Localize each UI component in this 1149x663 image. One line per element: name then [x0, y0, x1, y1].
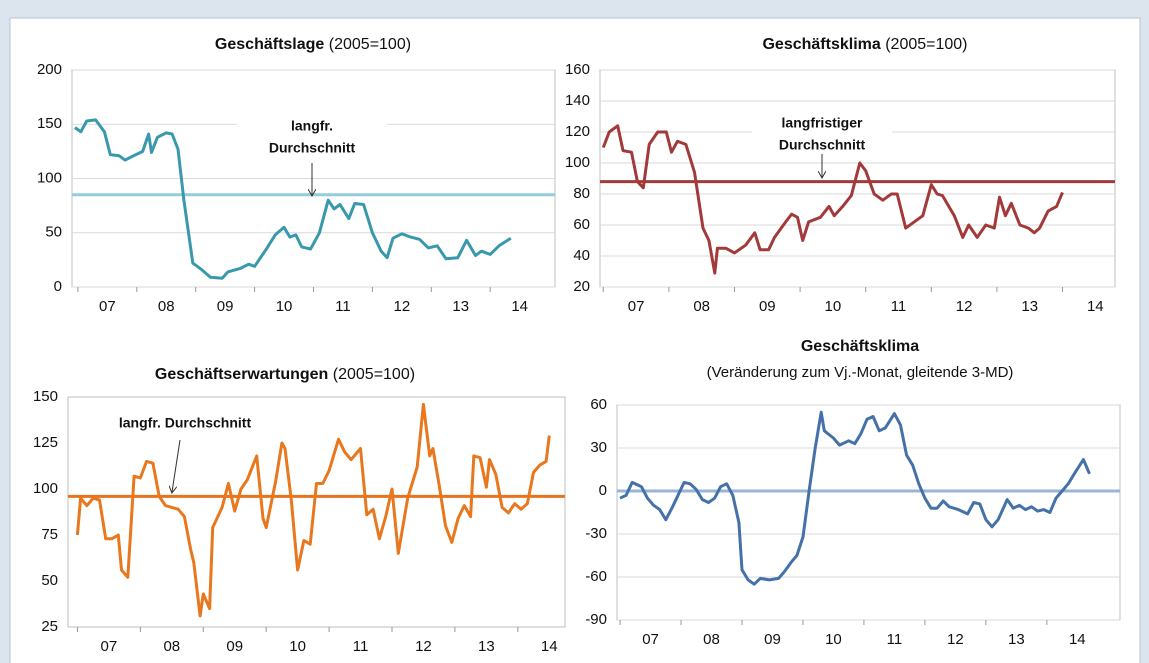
x-tick-label: 13 — [1008, 631, 1025, 648]
chart-subtitle: (Veränderung zum Vj.-Monat, gleitende 3-… — [707, 364, 1014, 381]
data-line — [75, 402, 551, 618]
y-tick-label: 160 — [565, 61, 590, 78]
x-tick-label: 11 — [887, 631, 903, 648]
annotation-text: Durchschnitt — [269, 140, 356, 156]
panel — [9, 17, 1141, 663]
x-tick-label: 12 — [947, 631, 964, 648]
y-tick-label: 25 — [41, 618, 58, 635]
x-tick-label: 07 — [99, 298, 116, 315]
x-tick-label: 08 — [163, 638, 180, 655]
annotation-text: langfristiger — [782, 115, 863, 131]
y-tick-label: 200 — [37, 61, 62, 78]
y-tick-label: 50 — [41, 572, 58, 589]
annotation-box — [752, 111, 892, 159]
title-note: (2005=100) — [329, 36, 411, 53]
title-main: Geschäftslage — [215, 36, 324, 53]
title-note: (2005=100) — [885, 36, 967, 53]
x-tick-label: 10 — [289, 638, 306, 655]
chart-title: Geschäftsklima — [801, 338, 919, 355]
chart-title: Geschäftslage (2005=100) — [215, 36, 411, 53]
data-line — [619, 410, 1091, 586]
x-tick-label: 09 — [217, 298, 234, 315]
x-tick-label: 12 — [394, 298, 411, 315]
y-tick-label: -90 — [585, 611, 607, 628]
y-tick-label: 100 — [33, 480, 58, 497]
y-tick-label: -60 — [585, 568, 607, 585]
y-tick-label: 30 — [590, 439, 607, 456]
title-note: (2005=100) — [333, 366, 415, 383]
y-tick-label: 140 — [565, 92, 590, 109]
y-tick-label: 100 — [37, 169, 62, 186]
chart-title: Geschäftsklima (2005=100) — [762, 36, 967, 53]
x-tick-label: 11 — [891, 298, 907, 315]
x-tick-label: 07 — [101, 638, 118, 655]
x-tick-label: 09 — [759, 298, 776, 315]
x-tick-label: 10 — [276, 298, 293, 315]
y-tick-label: -30 — [585, 525, 607, 542]
annotation-box — [95, 411, 275, 437]
annotation-text: Durchschnitt — [779, 137, 866, 153]
y-tick-label: 80 — [573, 185, 590, 202]
x-tick-label: 14 — [1087, 298, 1104, 315]
chart-title: Geschäftserwartungen (2005=100) — [155, 366, 415, 383]
x-tick-label: 10 — [825, 631, 842, 648]
x-tick-label: 12 — [415, 638, 432, 655]
y-tick-label: 50 — [45, 224, 62, 241]
x-tick-label: 12 — [956, 298, 973, 315]
title-main: Geschäftserwartungen — [155, 366, 328, 383]
x-tick-label: 13 — [478, 638, 495, 655]
x-tick-label: 07 — [628, 298, 645, 315]
x-tick-label: 09 — [764, 631, 781, 648]
y-tick-label: 40 — [573, 247, 590, 264]
x-tick-label: 08 — [703, 631, 720, 648]
y-tick-label: 60 — [573, 216, 590, 233]
x-tick-label: 10 — [825, 298, 842, 315]
x-tick-label: 07 — [642, 631, 659, 648]
plot-area — [67, 396, 566, 628]
data-line — [74, 118, 512, 280]
annotation-arrow — [172, 439, 181, 492]
y-tick-label: 120 — [565, 123, 590, 140]
annotation-text: langfr. Durchschnitt — [119, 415, 252, 431]
y-tick-label: 100 — [565, 154, 590, 171]
y-tick-label: 125 — [33, 434, 58, 451]
x-tick-label: 14 — [511, 298, 528, 315]
x-tick-label: 11 — [335, 298, 351, 315]
x-tick-label: 14 — [1069, 631, 1086, 648]
annotation-box — [237, 114, 387, 162]
title-main: Geschäftsklima — [762, 36, 880, 53]
y-tick-label: 75 — [41, 526, 58, 543]
x-tick-label: 11 — [353, 638, 369, 655]
x-tick-label: 08 — [158, 298, 175, 315]
title-main: Geschäftsklima — [801, 338, 919, 355]
y-tick-label: 0 — [599, 482, 607, 499]
y-tick-label: 150 — [37, 115, 62, 132]
y-tick-label: 60 — [590, 396, 607, 413]
x-tick-label: 13 — [452, 298, 469, 315]
data-line — [601, 124, 1064, 275]
x-tick-label: 14 — [541, 638, 558, 655]
x-tick-label: 13 — [1021, 298, 1038, 315]
x-tick-label: 09 — [226, 638, 243, 655]
x-tick-label: 08 — [693, 298, 710, 315]
y-tick-label: 150 — [33, 388, 58, 405]
annotation-text: langfr. — [291, 118, 333, 134]
y-tick-label: 0 — [54, 278, 62, 295]
y-tick-label: 20 — [573, 278, 590, 295]
